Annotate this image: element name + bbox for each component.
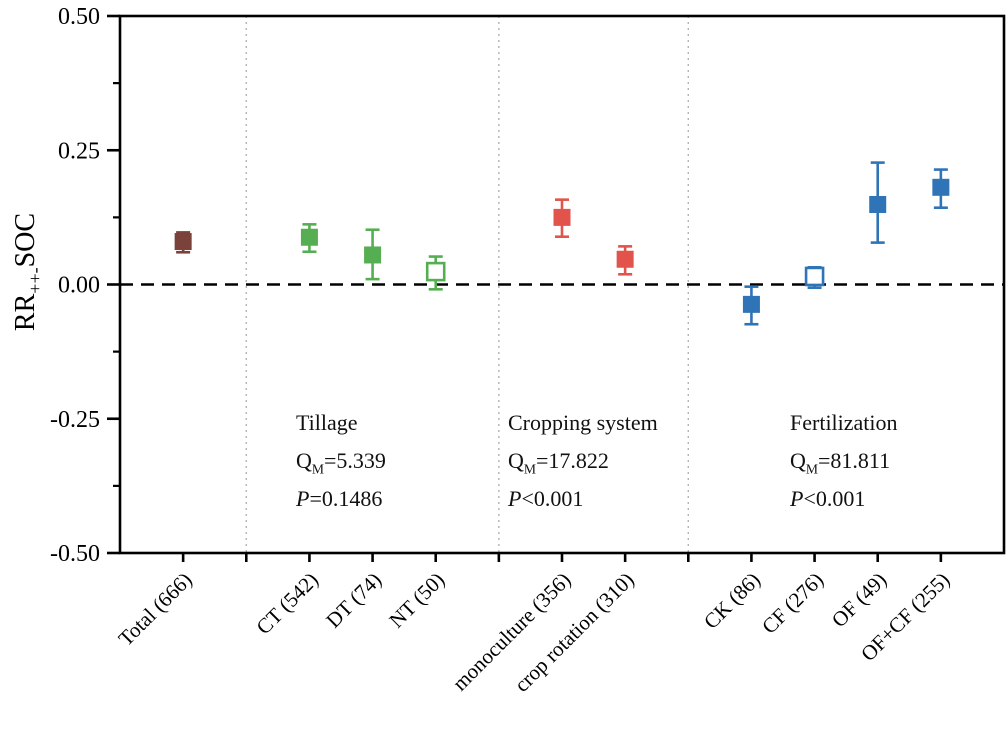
qm-symbol: Q — [508, 448, 524, 473]
p-value: <0.001 — [803, 486, 866, 511]
data-point-marker — [174, 233, 192, 251]
x-category-label: NT (50) — [384, 568, 449, 633]
data-point-marker — [616, 250, 634, 268]
data-point-marker — [364, 246, 382, 264]
x-category-label: Total (666) — [114, 568, 197, 651]
annotation-cropping-system: Cropping system QM=17.822 P<0.001 — [508, 404, 748, 518]
x-category-label: monoculture (356) — [448, 568, 576, 696]
qm-value: =81.811 — [818, 448, 891, 473]
qm-subscript: M — [311, 461, 325, 477]
p-value: <0.001 — [521, 486, 584, 511]
annotation-p-value: P<0.001 — [508, 480, 748, 518]
annotation-qm-statistic: QM=81.811 — [790, 442, 1007, 480]
data-point-marker — [932, 178, 950, 196]
y-axis-tick-label: 0.25 — [58, 138, 100, 164]
x-category-label: DT (74) — [321, 568, 386, 633]
qm-value: =5.339 — [324, 448, 386, 473]
x-category-label: CF (276) — [757, 568, 828, 639]
data-point-marker — [300, 228, 318, 246]
annotation-fertilization: Fertilization QM=81.811 P<0.001 — [790, 404, 1007, 518]
y-axis-tick-label: 0.50 — [58, 4, 100, 30]
annotation-title: Fertilization — [790, 410, 898, 435]
p-value: =0.1486 — [309, 486, 383, 511]
p-symbol: P — [790, 486, 804, 511]
qm-value: =17.822 — [536, 448, 609, 473]
annotation-qm-statistic: QM=5.339 — [296, 442, 536, 480]
y-axis-tick-label: 0.00 — [58, 273, 100, 299]
p-symbol: P — [296, 486, 310, 511]
annotation-p-value: P=0.1486 — [296, 480, 536, 518]
x-category-label: CK (86) — [699, 568, 765, 634]
y-axis-tick-label: -0.50 — [50, 541, 100, 567]
annotation-p-value: P<0.001 — [790, 480, 1007, 518]
x-category-label: CT (542) — [251, 568, 323, 640]
data-point-marker — [804, 266, 825, 287]
y-axis-title: RR++-SOC — [10, 213, 45, 331]
annotation-tillage: Tillage QM=5.339 P=0.1486 — [296, 404, 536, 518]
p-symbol: P — [508, 486, 522, 511]
qm-symbol: Q — [296, 448, 312, 473]
data-point-marker — [553, 208, 571, 226]
x-category-label: crop rotation (310) — [510, 568, 639, 697]
annotation-title: Cropping system — [508, 410, 658, 435]
qm-subscript: M — [805, 461, 819, 477]
qm-symbol: Q — [790, 448, 806, 473]
data-point-marker — [869, 195, 887, 213]
data-point-marker — [425, 261, 446, 282]
annotation-title: Tillage — [296, 410, 358, 435]
y-axis-tick-label: -0.25 — [50, 407, 100, 433]
qm-subscript: M — [523, 461, 537, 477]
data-point-marker — [742, 295, 760, 313]
annotation-qm-statistic: QM=17.822 — [508, 442, 748, 480]
